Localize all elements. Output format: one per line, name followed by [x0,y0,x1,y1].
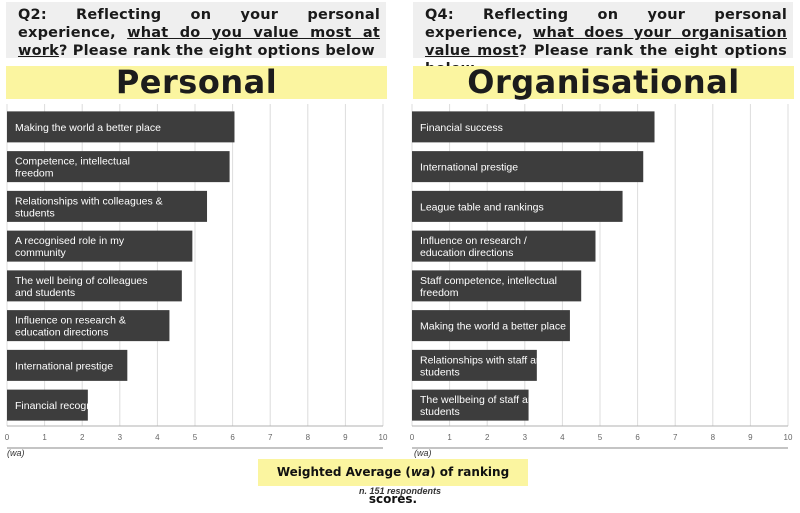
bar-label-line: students [420,406,460,418]
bar-label: Making the world a better place [15,122,161,134]
x-tick-label: 6 [230,433,235,442]
x-tick-label: 10 [379,433,388,442]
caption-italic: wa [410,465,431,479]
x-tick-label: 6 [635,433,640,442]
x-tick-label: 1 [447,433,452,442]
organisational-bar-chart: 0 1 2 3 4 5 6 7 8 9 10 Financial success Internation… [410,104,793,449]
bar-label: Making the world a better place [420,321,566,333]
bar-label: Relationships with colleagues & students [15,195,163,219]
bar-label-line: Staff competence, intellectual [420,275,557,287]
question-right: Q4: Reflecting on your personal experien… [413,2,793,77]
x-tick-label: 9 [748,433,753,442]
question-right-underlined: what does your organisation value most [425,25,787,59]
bar-label-line: Financial success [420,122,503,134]
x-tick-label: 4 [155,433,160,442]
bar [7,349,128,381]
bar-label: International prestige [420,162,518,174]
bar [412,151,644,183]
x-tick-label: 9 [343,433,348,442]
bar [412,111,655,143]
bar-label-line: Competence, intellectual [15,156,130,168]
bar-label-line: Relationships with colleagues & [15,195,163,207]
x-axis-unit-left: (wa) [7,448,25,458]
bar [412,310,570,342]
bar [7,151,230,183]
bar-label-line: International prestige [420,162,518,174]
bar-label-line: The wellbeing of staff and [420,394,540,406]
bar-label-line: A recognised role in my [15,235,125,247]
x-tick-label: 5 [193,433,198,442]
question-left-underlined: what do you value most at work [18,25,380,59]
x-tick-label: 7 [268,433,273,442]
bar-label: Competence, intellectual freedom [15,156,130,180]
caption-prefix: Weighted Average ( [276,465,411,479]
bar-label: Influence on research / education directi… [420,235,527,259]
bar [7,389,88,421]
bar-label: Staff competence, intellectual freedom [420,275,557,299]
bar-label-line: League table and rankings [420,201,544,213]
personal-bar-chart: 0 1 2 3 4 5 6 7 8 9 10 Making the world a better pl… [5,104,388,449]
bar-label: Financial success [420,122,503,134]
bar-label-line: Relationships with staff and [420,354,548,366]
question-left: Q2: Reflecting on your personal experien… [6,2,386,59]
bar [7,230,193,262]
x-tick-label: 10 [784,433,793,442]
bar-label: International prestige [15,360,113,372]
bar-label: Financial recognition [15,400,111,412]
bar-label-line: freedom [420,287,459,299]
x-tick-label: 5 [598,433,603,442]
x-tick-label: 0 [5,433,10,442]
bar [7,111,235,143]
bar-label-line: students [15,207,55,219]
x-tick-label: 3 [523,433,528,442]
weighted-average-caption: Weighted Average (wa) of ranking scores. [258,459,528,506]
bar-label-line: Financial recognition [15,400,111,412]
bar [7,270,182,302]
panel-title-organisational: Organisational [413,66,794,99]
question-right-prefix: Q4: Reflecting on your personal experien… [425,7,787,41]
question-left-prefix: Q2: Reflecting on your personal experien… [18,7,380,41]
bar-label-line: education directions [15,327,108,339]
bar-label-line: and students [15,287,75,299]
x-tick-label: 1 [42,433,47,442]
x-axis-unit-right: (wa) [414,448,432,458]
bar-label: Relationships with staff and students [420,354,548,378]
bar [412,230,596,262]
bar-label-line: community [15,247,67,259]
bar-label-line: Influence on research & [15,315,126,327]
x-tick-label: 4 [560,433,565,442]
bar [7,190,208,222]
bar-label-line: Making the world a better place [15,122,161,134]
x-tick-label: 2 [485,433,490,442]
bar-label-line: International prestige [15,360,113,372]
x-tick-label: 8 [711,433,716,442]
x-tick-label: 7 [673,433,678,442]
bar-label: The wellbeing of staff and students [420,394,540,418]
bar-label: Influence on research & education directi… [15,315,126,339]
x-tick-label: 8 [306,433,311,442]
bar-label-line: students [420,366,460,378]
bar-label-line: freedom [15,168,54,180]
x-tick-label: 0 [410,433,415,442]
bar-label-line: Influence on research / [420,235,527,247]
bar [412,349,537,381]
panel-title-personal: Personal [6,66,387,99]
bar [412,190,623,222]
bar-label: The well being of colleagues and students [15,275,148,299]
x-tick-label: 2 [80,433,85,442]
x-tick-label: 3 [118,433,123,442]
bar [412,389,529,421]
bar-label-line: The well being of colleagues [15,275,148,287]
bar-label: A recognised role in my community [15,235,125,259]
bar-label: League table and rankings [420,201,544,213]
question-left-suffix: ? Please rank the eight options below [58,43,375,59]
bar [412,270,582,302]
bar [7,310,170,342]
bar-label-line: Making the world a better place [420,321,566,333]
respondent-count: n. 151 respondents [358,486,442,496]
bar-label-line: education directions [420,247,513,259]
